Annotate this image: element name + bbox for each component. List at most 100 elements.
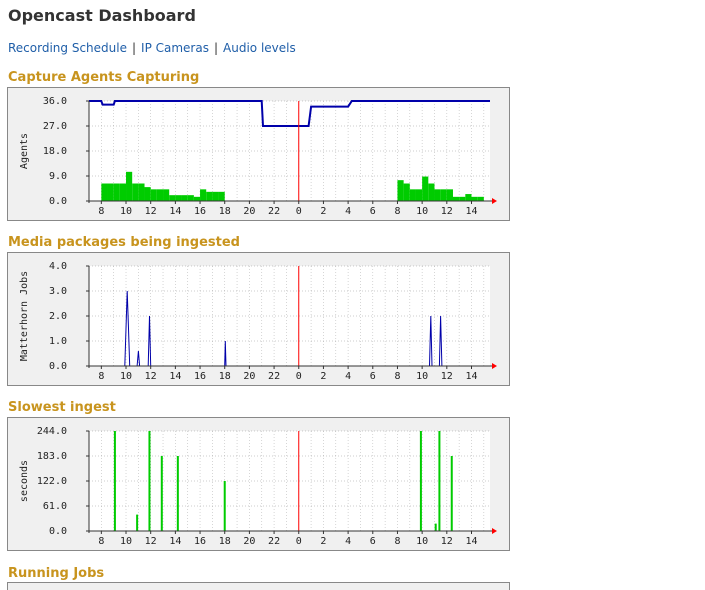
x-tick-label: 14 (169, 206, 181, 217)
x-tick-label: 12 (441, 536, 453, 547)
x-tick-label: 6 (370, 536, 376, 547)
x-tick-label: 20 (243, 206, 255, 217)
area-bar (151, 189, 157, 201)
audio-levels-link[interactable]: Audio levels (223, 41, 296, 55)
area-bar (108, 184, 114, 202)
x-tick-label: 18 (219, 371, 231, 382)
area-bar (194, 197, 200, 201)
x-tick-label: 10 (120, 536, 132, 547)
x-tick-label: 22 (268, 206, 280, 217)
y-tick-label: 0.0 (49, 526, 67, 537)
x-tick-label: 0 (296, 536, 302, 547)
x-tick-label: 12 (145, 206, 157, 217)
x-tick-label: 12 (441, 371, 453, 382)
bar (136, 515, 138, 531)
area-bar (447, 189, 453, 201)
recording-schedule-link[interactable]: Recording Schedule (8, 41, 127, 55)
y-tick-label: 4.0 (49, 261, 67, 272)
y-tick-label: 36.0 (43, 96, 67, 107)
x-tick-label: 2 (320, 536, 326, 547)
x-tick-label: 10 (416, 371, 428, 382)
x-tick-label: 8 (98, 371, 104, 382)
y-tick-label: 183.0 (37, 451, 67, 462)
x-tick-label: 6 (370, 206, 376, 217)
bar (148, 431, 150, 531)
bar (161, 456, 163, 531)
page-title: Opencast Dashboard (8, 6, 196, 25)
area-bar (465, 194, 471, 201)
y-tick-label: 0.0 (49, 361, 67, 372)
x-tick-label: 14 (169, 536, 181, 547)
y-tick-label: 3.0 (49, 286, 67, 297)
running-jobs-chart (7, 582, 510, 590)
x-tick-label: 0 (296, 371, 302, 382)
bar (114, 431, 116, 531)
area-bar (416, 189, 422, 201)
x-tick-label: 2 (320, 206, 326, 217)
x-tick-label: 14 (465, 371, 477, 382)
x-tick-label: 12 (145, 536, 157, 547)
media-packages-title: Media packages being ingested (8, 235, 240, 250)
area-bar (126, 172, 132, 201)
x-tick-label: 8 (98, 206, 104, 217)
nav-separator: | (132, 41, 136, 55)
bar (438, 431, 440, 531)
area-bar (145, 187, 151, 201)
y-tick-label: 27.0 (43, 121, 67, 132)
x-tick-label: 6 (370, 371, 376, 382)
bar (420, 431, 422, 531)
ip-cameras-link[interactable]: IP Cameras (141, 41, 209, 55)
y-axis-label: seconds (19, 460, 30, 502)
nav-separator: | (214, 41, 218, 55)
x-tick-label: 14 (465, 536, 477, 547)
y-tick-label: 1.0 (49, 336, 67, 347)
area-bar (212, 192, 218, 201)
y-tick-label: 9.0 (49, 171, 67, 182)
x-tick-label: 10 (416, 536, 428, 547)
x-tick-label: 8 (394, 206, 400, 217)
x-tick-label: 10 (120, 371, 132, 382)
x-tick-label: 10 (120, 206, 132, 217)
area-bar (114, 184, 120, 202)
area-bar (163, 189, 169, 201)
y-tick-label: 244.0 (37, 426, 67, 437)
x-tick-label: 12 (441, 206, 453, 217)
area-bar (169, 195, 175, 201)
x-tick-label: 8 (98, 536, 104, 547)
bar (435, 524, 437, 531)
x-tick-label: 10 (416, 206, 428, 217)
x-tick-label: 20 (243, 371, 255, 382)
area-bar (219, 192, 225, 201)
area-bar (478, 197, 484, 201)
area-bar (422, 177, 428, 201)
x-tick-label: 22 (268, 536, 280, 547)
area-bar (200, 189, 206, 201)
y-tick-label: 122.0 (37, 476, 67, 487)
y-tick-label: 18.0 (43, 146, 67, 157)
x-tick-label: 8 (394, 371, 400, 382)
area-bar (434, 189, 440, 201)
area-bar (459, 197, 465, 201)
x-tick-label: 14 (169, 371, 181, 382)
area-bar (132, 184, 138, 202)
y-tick-label: 61.0 (43, 501, 67, 512)
x-tick-label: 16 (194, 536, 206, 547)
x-tick-label: 12 (145, 371, 157, 382)
capture-agents-title: Capture Agents Capturing (8, 70, 199, 85)
area-bar (175, 195, 181, 201)
y-axis-label: Agents (19, 133, 30, 169)
bar (224, 481, 226, 531)
y-axis-label: Matterhorn Jobs (19, 271, 30, 361)
x-tick-label: 8 (394, 536, 400, 547)
x-tick-label: 16 (194, 206, 206, 217)
area-bar (453, 197, 459, 201)
area-bar (471, 197, 477, 201)
x-tick-label: 20 (243, 536, 255, 547)
bar (451, 456, 453, 531)
area-bar (138, 184, 144, 202)
x-tick-label: 22 (268, 371, 280, 382)
x-tick-label: 14 (465, 206, 477, 217)
area-bar (188, 195, 194, 201)
